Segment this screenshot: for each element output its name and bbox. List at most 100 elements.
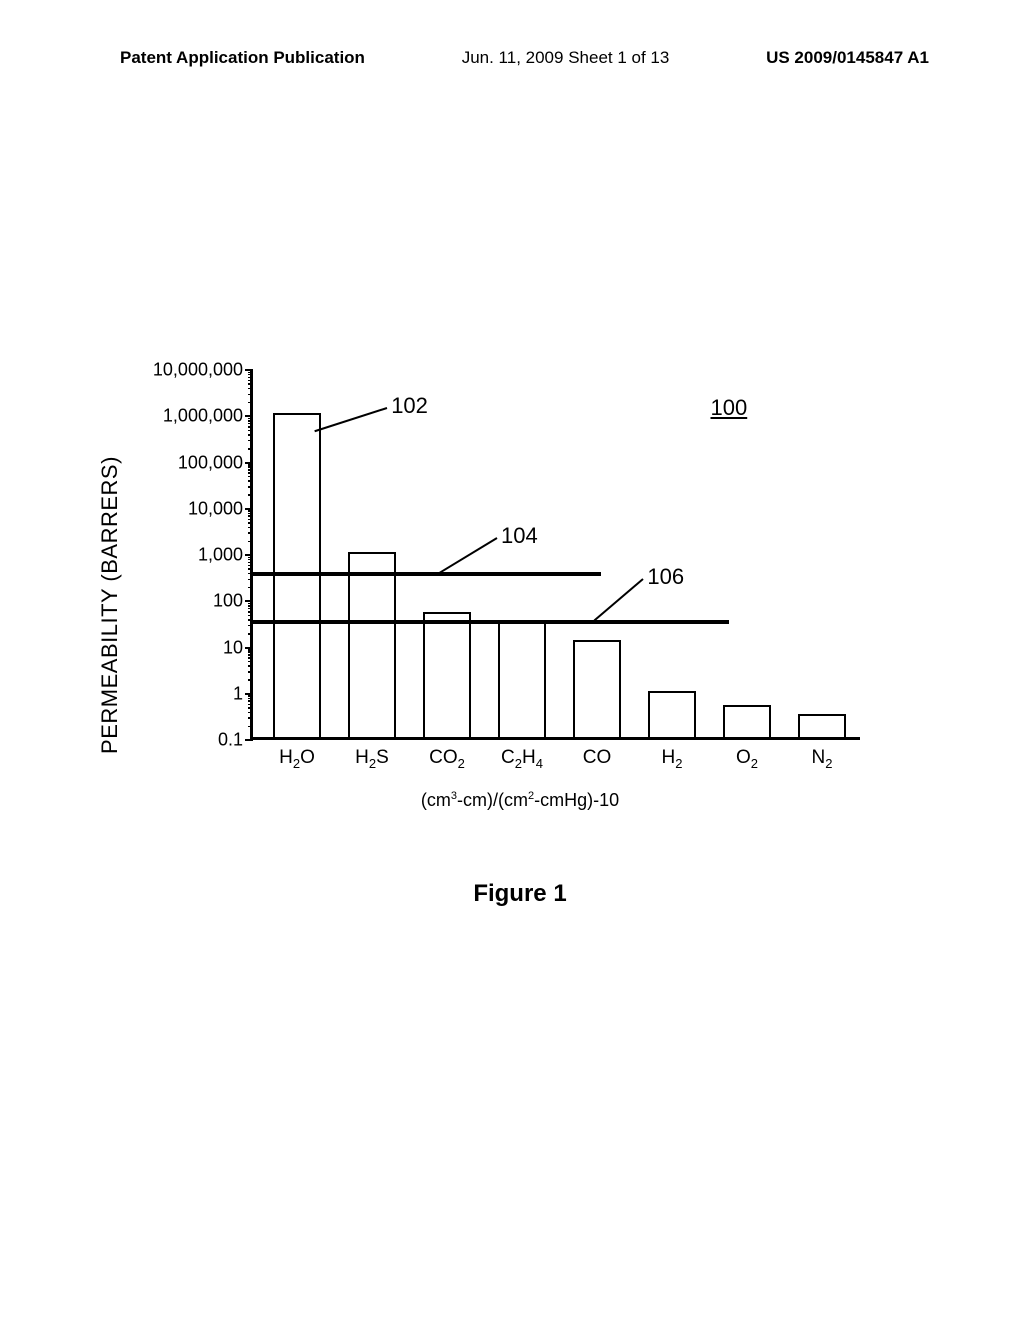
y-minor-tick: [248, 480, 253, 482]
y-minor-tick: [248, 605, 253, 607]
y-minor-tick: [248, 651, 253, 653]
y-minor-tick: [248, 527, 253, 529]
y-minor-tick: [248, 383, 253, 385]
y-minor-tick: [248, 510, 253, 512]
leader-102: [315, 407, 388, 432]
figure-reference-100: 100: [711, 395, 748, 421]
bar-CO: [573, 640, 621, 737]
y-minor-tick: [248, 541, 253, 543]
y-minor-tick: [248, 700, 253, 702]
y-minor-tick: [248, 654, 253, 656]
x-label-CO: CO: [583, 737, 612, 769]
y-minor-tick: [248, 562, 253, 564]
y-minor-tick: [248, 513, 253, 515]
y-minor-tick: [248, 448, 253, 450]
y-minor-tick: [248, 559, 253, 561]
y-minor-tick: [248, 671, 253, 673]
y-minor-tick: [248, 661, 253, 663]
y-minor-tick: [248, 657, 253, 659]
y-minor-tick: [248, 476, 253, 478]
y-minor-tick: [248, 717, 253, 719]
ref-line-104: [253, 572, 601, 576]
y-minor-tick: [248, 418, 253, 420]
y-minor-tick: [248, 568, 253, 570]
y-minor-tick: [248, 394, 253, 396]
bar-CO2: [423, 612, 471, 737]
figure-caption: Figure 1: [473, 880, 566, 908]
y-minor-tick: [248, 707, 253, 709]
y-minor-tick: [248, 726, 253, 728]
y-minor-tick: [248, 695, 253, 697]
y-minor-tick: [248, 420, 253, 422]
y-minor-tick: [248, 402, 253, 404]
y-minor-tick: [248, 625, 253, 627]
y-minor-tick: [248, 665, 253, 667]
y-tick-label: 10,000: [188, 498, 253, 519]
y-minor-tick: [248, 649, 253, 651]
x-label-CO2: CO2: [429, 737, 465, 771]
y-minor-tick: [248, 519, 253, 521]
y-minor-tick: [248, 615, 253, 617]
bar-N2: [798, 714, 846, 737]
y-minor-tick: [248, 494, 253, 496]
y-minor-tick: [248, 532, 253, 534]
x-label-H2O: H2O: [279, 737, 315, 771]
y-axis-label: PERMEABILITY (BARRERS): [97, 456, 123, 754]
y-minor-tick: [248, 704, 253, 706]
y-minor-tick: [248, 611, 253, 613]
y-minor-tick: [248, 603, 253, 605]
x-label-O2: O2: [736, 737, 758, 771]
y-minor-tick: [248, 440, 253, 442]
y-minor-tick: [248, 388, 253, 390]
bar-O2: [723, 705, 771, 737]
y-tick-mark: [245, 739, 253, 741]
bar-C2H4: [498, 621, 546, 737]
y-minor-tick: [248, 377, 253, 379]
leader-106: [594, 578, 644, 621]
y-minor-tick: [248, 469, 253, 471]
y-minor-tick: [248, 486, 253, 488]
y-tick-label: 1,000,000: [163, 406, 253, 427]
x-label-H2S: H2S: [355, 737, 389, 771]
y-minor-tick: [248, 522, 253, 524]
bar-chart: 10,000,0001,000,000100,00010,0001,000100…: [250, 370, 860, 740]
y-minor-tick: [248, 587, 253, 589]
annotation-106: 106: [647, 564, 684, 590]
y-minor-tick: [248, 712, 253, 714]
y-minor-tick: [248, 698, 253, 700]
annotation-102: 102: [391, 393, 428, 419]
bar-H2: [648, 691, 696, 737]
y-minor-tick: [248, 430, 253, 432]
header-left: Patent Application Publication: [120, 48, 365, 68]
page-header: Patent Application Publication Jun. 11, …: [0, 48, 1024, 68]
leader-104: [435, 537, 497, 576]
annotation-104: 104: [501, 523, 538, 549]
y-tick-label: 10,000,000: [153, 360, 253, 381]
y-minor-tick: [248, 426, 253, 428]
figure-1: PERMEABILITY (BARRERS) 10,000,0001,000,0…: [140, 370, 900, 840]
y-minor-tick: [248, 374, 253, 376]
y-minor-tick: [248, 434, 253, 436]
y-minor-tick: [248, 679, 253, 681]
y-minor-tick: [248, 466, 253, 468]
y-minor-tick: [248, 423, 253, 425]
y-minor-tick: [248, 515, 253, 517]
x-label-C2H4: C2H4: [501, 737, 543, 771]
bar-H2S: [348, 552, 396, 737]
ref-line-106: [253, 620, 729, 624]
y-minor-tick: [248, 472, 253, 474]
y-minor-tick: [248, 557, 253, 559]
y-minor-tick: [248, 633, 253, 635]
y-minor-tick: [248, 372, 253, 374]
y-tick-label: 100,000: [178, 452, 253, 473]
x-label-N2: N2: [812, 737, 833, 771]
y-minor-tick: [248, 565, 253, 567]
y-minor-tick: [248, 579, 253, 581]
header-right: US 2009/0145847 A1: [766, 48, 929, 68]
y-minor-tick: [248, 464, 253, 466]
x-label-H2: H2: [662, 737, 683, 771]
x-axis-unit: (cm3-cm)/(cm2-cmHg)-10: [421, 790, 619, 811]
y-minor-tick: [248, 380, 253, 382]
y-minor-tick: [248, 608, 253, 610]
header-center: Jun. 11, 2009 Sheet 1 of 13: [462, 48, 670, 68]
